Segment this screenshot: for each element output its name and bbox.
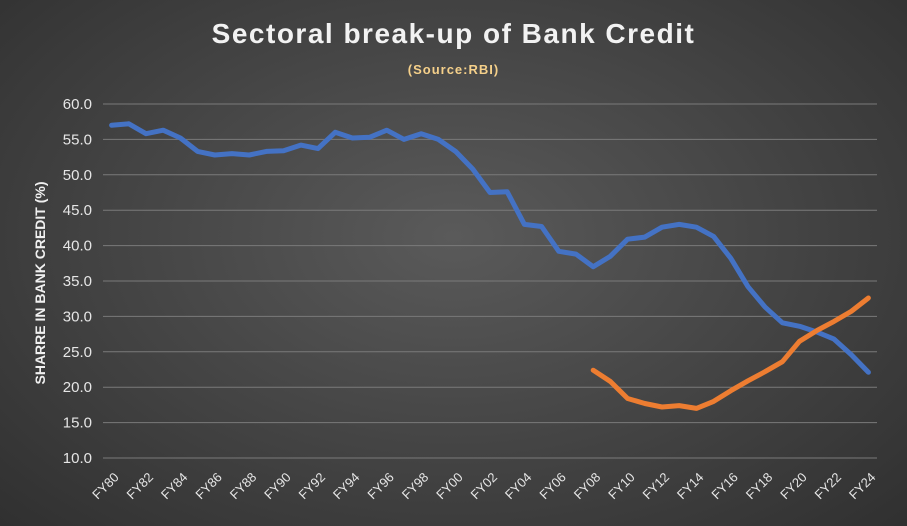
x-tick-label: FY06 [536, 470, 569, 503]
series-line-1 [109, 121, 871, 375]
y-axis-label: SHARRE IN BANK CREDIT (%) [32, 182, 48, 385]
x-tick-label: FY14 [674, 470, 707, 503]
y-tick-label: 40.0 [63, 238, 92, 255]
y-tick-label: 30.0 [63, 308, 92, 325]
y-axis-ticks: 10.0 15.0 20.0 25.0 30.0 35.0 40.0 45.0 50.0 55.0… [63, 96, 92, 467]
x-tick-label: FY10 [605, 470, 638, 503]
y-tick-label: 60.0 [63, 96, 92, 113]
series-line-2 [590, 295, 871, 411]
x-tick-label: FY12 [640, 470, 673, 503]
x-tick-label: FY08 [571, 470, 604, 503]
x-tick-label: FY86 [192, 470, 225, 503]
chart-title: Sectoral break-up of Bank Credit [211, 18, 696, 49]
y-tick-label: 45.0 [63, 202, 92, 219]
series-lines [109, 121, 871, 411]
x-tick-label: FY16 [708, 470, 741, 503]
y-tick-label: 35.0 [63, 273, 92, 290]
x-tick-label: FY18 [743, 470, 776, 503]
x-tick-label: FY04 [502, 470, 535, 503]
y-tick-label: 25.0 [63, 344, 92, 361]
x-tick-label: FY00 [433, 470, 466, 503]
y-tick-label: 55.0 [63, 131, 92, 148]
gridlines [103, 103, 877, 459]
x-tick-label: FY84 [158, 470, 191, 503]
x-tick-label: FY82 [124, 470, 157, 503]
x-tick-label: FY92 [296, 470, 329, 503]
y-tick-label: 10.0 [63, 450, 92, 467]
x-tick-label: FY22 [812, 470, 845, 503]
x-axis-ticks: FY80 FY82 FY84 FY86 FY88 FY90 FY92 FY94 FY96 FY98… [89, 470, 878, 503]
x-tick-label: FY20 [777, 470, 810, 503]
x-tick-label: FY02 [468, 470, 501, 503]
x-tick-label: FY98 [399, 470, 432, 503]
x-tick-label: FY90 [261, 470, 294, 503]
x-tick-label: FY94 [330, 470, 363, 503]
x-tick-label: FY80 [89, 470, 122, 503]
y-tick-label: 50.0 [63, 167, 92, 184]
x-tick-label: FY88 [227, 470, 260, 503]
x-tick-label: FY96 [364, 470, 397, 503]
x-tick-label: FY24 [846, 470, 879, 503]
chart-subtitle: (Source:RBI) [407, 62, 500, 77]
y-tick-label: 20.0 [63, 379, 92, 396]
y-tick-label: 15.0 [63, 415, 92, 432]
